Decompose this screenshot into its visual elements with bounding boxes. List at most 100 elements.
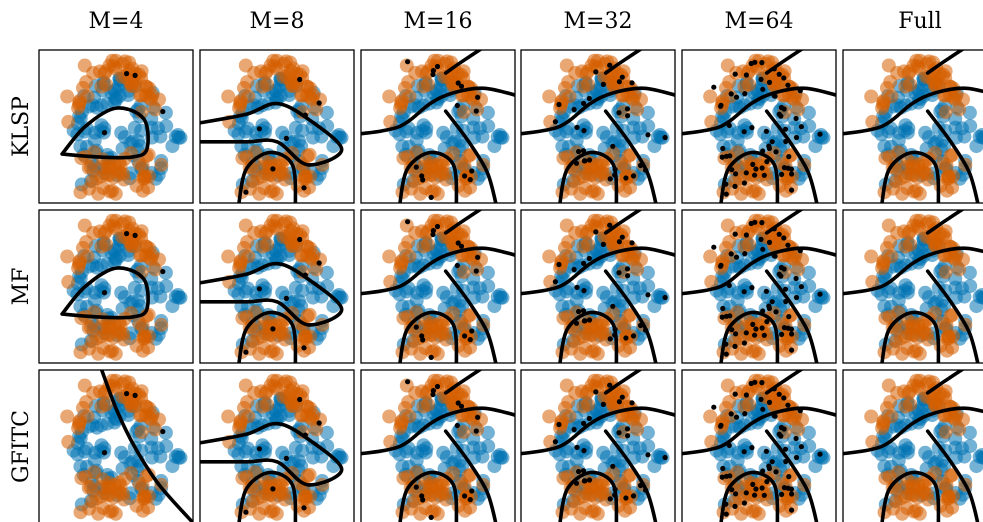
inducing-point xyxy=(454,102,460,109)
class-0-point xyxy=(948,440,963,455)
decision-boundary xyxy=(682,86,836,136)
inducing-point xyxy=(749,125,755,131)
class-1-point xyxy=(454,156,469,171)
class-1-point xyxy=(71,101,86,116)
inducing-point xyxy=(732,343,738,349)
class-0-point xyxy=(948,280,963,295)
inducing-point xyxy=(455,240,461,246)
class-0-point xyxy=(957,449,972,464)
class-0-point xyxy=(319,425,334,440)
inducing-point xyxy=(781,266,787,272)
class-1-point xyxy=(244,159,259,174)
class-1-point xyxy=(580,64,595,79)
class-1-point xyxy=(903,237,918,252)
class-1-point xyxy=(221,249,236,264)
class-1-point xyxy=(238,378,253,393)
inducing-point xyxy=(782,286,789,292)
inducing-point xyxy=(302,112,308,118)
inducing-point xyxy=(607,176,613,182)
class-1-point xyxy=(703,249,718,264)
inducing-point xyxy=(760,148,766,154)
inducing-point xyxy=(723,153,730,159)
class-1-point xyxy=(98,224,113,239)
decision-boundary xyxy=(521,406,675,456)
class-1-point xyxy=(720,58,735,73)
inducing-point xyxy=(760,308,766,314)
inducing-point xyxy=(750,161,756,167)
inducing-point xyxy=(758,396,764,402)
class-0-point xyxy=(948,120,963,135)
class-1-point xyxy=(883,395,898,409)
inducing-point xyxy=(283,455,289,461)
decision-boundary xyxy=(521,246,675,296)
inducing-point xyxy=(817,131,823,137)
inducing-point xyxy=(793,454,800,461)
inducing-point xyxy=(732,231,738,237)
inducing-point xyxy=(586,95,592,102)
inducing-point xyxy=(576,148,582,155)
decision-boundary xyxy=(361,246,515,296)
class-0-point xyxy=(238,444,253,459)
inducing-point xyxy=(748,60,754,67)
inducing-point xyxy=(316,100,322,106)
decision-boundary xyxy=(443,269,498,363)
class-0-point xyxy=(596,285,611,300)
inducing-point xyxy=(573,160,580,166)
decision-boundary xyxy=(398,310,459,363)
class-1-point xyxy=(906,168,921,183)
class-1-point xyxy=(405,319,420,334)
inducing-point xyxy=(749,445,755,451)
class-0-point xyxy=(286,454,301,469)
class-1-point xyxy=(244,479,259,494)
inducing-point xyxy=(475,94,481,100)
class-1-point xyxy=(936,476,951,491)
decision-boundary xyxy=(764,50,804,75)
inducing-point xyxy=(160,428,166,435)
decision-boundary xyxy=(603,429,658,522)
decision-boundary xyxy=(764,210,804,235)
class-0-point xyxy=(801,265,816,280)
class-1-point xyxy=(543,274,558,289)
inducing-point xyxy=(625,433,631,439)
inducing-point xyxy=(732,183,738,189)
class-0-point xyxy=(957,289,972,304)
inducing-point xyxy=(574,444,580,450)
class-0-point xyxy=(737,98,752,113)
column-title: M=32 xyxy=(564,9,633,34)
class-0-point xyxy=(416,258,431,273)
inducing-point xyxy=(580,308,587,314)
class-1-point xyxy=(751,346,766,361)
panel xyxy=(842,49,983,204)
class-1-point xyxy=(584,168,599,183)
inducing-point xyxy=(581,318,587,324)
class-1-point xyxy=(614,156,629,171)
class-0-point xyxy=(559,284,574,299)
class-0-point xyxy=(596,125,611,140)
class-1-point xyxy=(936,316,951,331)
class-0-point xyxy=(647,139,662,154)
inducing-point xyxy=(571,106,577,113)
inducing-point xyxy=(779,171,785,177)
inducing-point xyxy=(612,332,618,338)
class-1-point xyxy=(306,408,321,423)
class-1-point xyxy=(132,156,147,171)
class-1-point xyxy=(446,146,460,160)
inducing-point xyxy=(771,413,778,419)
decision-boundary xyxy=(764,269,819,363)
inducing-point xyxy=(101,290,108,296)
class-0-point xyxy=(153,449,168,464)
class-1-point xyxy=(949,88,964,103)
class-1-point xyxy=(606,146,620,160)
inducing-point xyxy=(773,309,779,315)
inducing-point xyxy=(758,236,764,242)
column-title: Full xyxy=(898,9,942,34)
inducing-point xyxy=(662,134,668,141)
inducing-point xyxy=(574,284,580,290)
class-1-point xyxy=(627,248,642,263)
class-1-point xyxy=(122,375,137,390)
class-1-point xyxy=(463,500,477,515)
class-1-point xyxy=(567,334,582,349)
class-0-point xyxy=(640,425,655,440)
inducing-point xyxy=(743,330,749,336)
